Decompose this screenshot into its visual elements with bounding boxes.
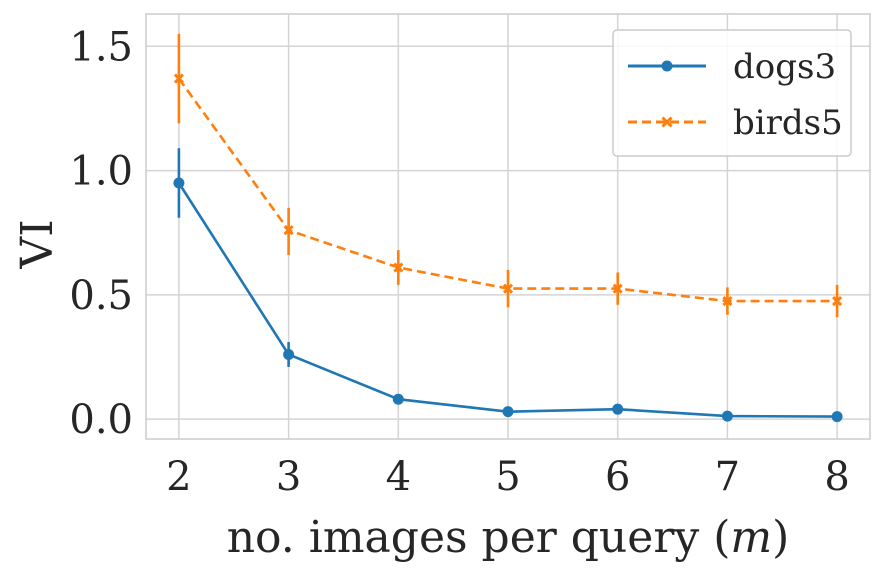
y-axis-label: VI [12, 219, 63, 269]
y-tick-label: 1.5 [69, 24, 133, 70]
marker-stroke [502, 283, 514, 294]
x-tick-label: 4 [386, 454, 411, 500]
plot-frame [145, 13, 871, 440]
x-tick-label: 2 [166, 454, 191, 500]
legend-x-marker [661, 116, 673, 128]
data-point-dogs3 [612, 403, 624, 415]
data-point-dogs3 [721, 410, 733, 422]
x-tick-label: 7 [715, 454, 740, 500]
data-point-dogs3 [283, 348, 295, 360]
data-point-dogs3 [392, 393, 404, 405]
marker-stroke [722, 296, 733, 307]
x-tick-label: 3 [276, 454, 301, 500]
legend: dogs3 birds5 [612, 29, 852, 157]
y-tick-label: 0.0 [69, 397, 133, 443]
x-tick-label: 5 [495, 454, 520, 500]
data-point-dogs3 [831, 411, 843, 423]
x-tick-label: 6 [605, 454, 630, 500]
data-point-birds5 [612, 283, 623, 294]
legend-box [612, 29, 852, 157]
data-point-birds5 [283, 225, 294, 236]
x-axis-label-close: ) [772, 512, 789, 563]
y-tick-label: 1.0 [69, 149, 133, 195]
legend-label-dogs3: dogs3 [733, 47, 836, 87]
legend-marker-dogs3 [661, 60, 673, 72]
marker-stroke [832, 296, 843, 307]
tick-labels: 2 3 4 5 6 7 8 0.0 0.5 1.0 1.5 [69, 24, 849, 500]
data-point-birds5 [722, 296, 733, 307]
marker-stroke [283, 225, 294, 236]
x-tick-label: 8 [824, 454, 849, 500]
series-layer [173, 33, 843, 423]
x-axis-label-text: no. images per query ( [227, 512, 731, 563]
marker-stroke [173, 73, 184, 84]
marker-stroke [393, 262, 404, 273]
data-point-dogs3 [502, 406, 514, 418]
legend-label-birds5: birds5 [733, 103, 843, 143]
data-point-birds5 [393, 262, 404, 273]
x-axis-label: no. images per query (m) [227, 512, 790, 563]
data-point-birds5 [502, 283, 514, 294]
marker-stroke [612, 283, 623, 294]
legend-marker-birds5 [661, 116, 673, 128]
data-point-birds5 [173, 73, 184, 84]
x-axis-label-variable: m [730, 512, 772, 563]
data-point-dogs3 [173, 177, 185, 189]
marker-stroke [661, 116, 673, 128]
data-point-birds5 [832, 296, 843, 307]
y-tick-label: 0.5 [69, 273, 133, 319]
